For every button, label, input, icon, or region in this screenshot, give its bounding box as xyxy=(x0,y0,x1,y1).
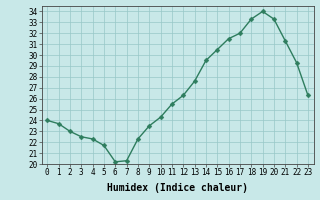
X-axis label: Humidex (Indice chaleur): Humidex (Indice chaleur) xyxy=(107,183,248,193)
